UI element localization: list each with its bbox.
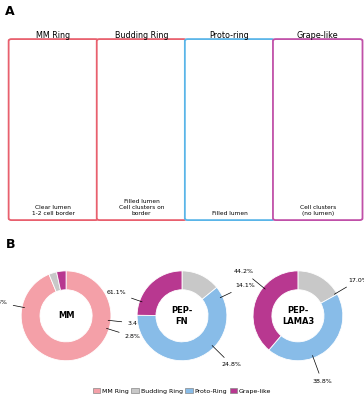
Text: Filled lumen: Filled lumen [212,211,248,216]
FancyBboxPatch shape [190,48,270,144]
Text: Cell clusters
(no lumen): Cell clusters (no lumen) [300,205,336,216]
Text: A: A [5,5,15,18]
Text: Proto-ring: Proto-ring [210,30,249,40]
Text: Clear lumen
1-2 cell border: Clear lumen 1-2 cell border [32,205,75,216]
FancyBboxPatch shape [9,39,98,220]
Text: B: B [5,238,15,251]
FancyBboxPatch shape [13,147,94,190]
Text: Budding Ring: Budding Ring [115,30,168,40]
Text: Filled lumen
Cell clusters on
border: Filled lumen Cell clusters on border [119,199,164,216]
Legend: MM Ring, Budding Ring, Proto-Ring, Grape-like: MM Ring, Budding Ring, Proto-Ring, Grape… [90,385,274,396]
FancyBboxPatch shape [185,39,274,220]
FancyBboxPatch shape [102,48,182,144]
FancyBboxPatch shape [190,147,270,190]
Text: Grape-like: Grape-like [297,30,339,40]
FancyBboxPatch shape [278,48,358,144]
FancyBboxPatch shape [13,48,94,144]
FancyBboxPatch shape [278,147,358,190]
FancyBboxPatch shape [273,39,363,220]
FancyBboxPatch shape [97,39,186,220]
FancyBboxPatch shape [102,147,182,190]
Text: MM Ring: MM Ring [36,30,71,40]
